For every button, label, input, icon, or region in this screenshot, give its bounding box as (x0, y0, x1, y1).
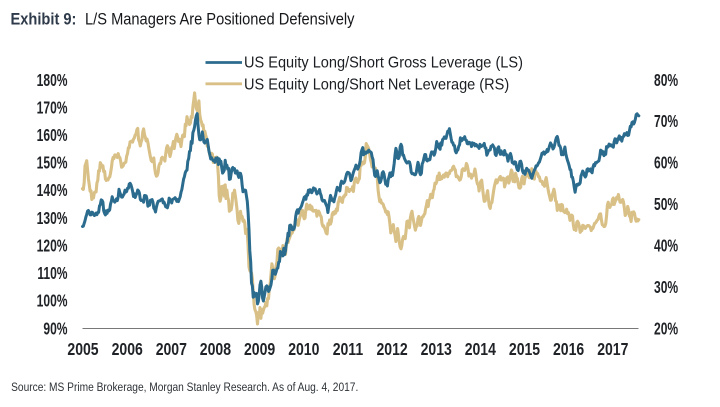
svg-text:120%: 120% (37, 236, 68, 256)
svg-text:70%: 70% (654, 112, 678, 132)
svg-text:90%: 90% (43, 319, 67, 339)
svg-text:Source: MS Prime Brokerage, Mo: Source: MS Prime Brokerage, Morgan Stanl… (11, 381, 358, 394)
svg-text:2009: 2009 (244, 339, 275, 359)
svg-text:100%: 100% (37, 291, 68, 311)
svg-text:2014: 2014 (465, 339, 496, 359)
svg-text:130%: 130% (37, 209, 68, 229)
svg-text:2013: 2013 (421, 339, 452, 359)
svg-text:160%: 160% (37, 126, 68, 146)
svg-text:2010: 2010 (288, 339, 319, 359)
svg-text:80%: 80% (654, 71, 678, 91)
svg-text:US Equity Long/Short Gross Lev: US Equity Long/Short Gross Leverage (LS) (244, 54, 523, 72)
svg-text:20%: 20% (654, 319, 678, 339)
svg-text:US Equity Long/Short Net Lever: US Equity Long/Short Net Leverage (RS) (244, 76, 509, 94)
svg-text:2011: 2011 (333, 339, 363, 359)
svg-text:50%: 50% (654, 195, 678, 215)
svg-text:140%: 140% (37, 181, 68, 201)
svg-text:170%: 170% (37, 98, 68, 118)
svg-text:2007: 2007 (156, 339, 187, 359)
svg-text:2015: 2015 (509, 339, 540, 359)
svg-text:40%: 40% (654, 236, 678, 256)
svg-text:60%: 60% (654, 153, 678, 173)
svg-text:2008: 2008 (200, 339, 231, 359)
svg-text:2005: 2005 (67, 339, 98, 359)
svg-text:2012: 2012 (376, 339, 407, 359)
svg-text:110%: 110% (37, 264, 67, 284)
svg-text:2006: 2006 (112, 339, 143, 359)
svg-text:30%: 30% (654, 278, 678, 298)
svg-text:150%: 150% (37, 153, 68, 173)
svg-text:Exhibit 9:L/S Managers Are Pos: Exhibit 9: L/S Managers Are Positioned De… (11, 10, 355, 28)
svg-text:2016: 2016 (553, 339, 584, 359)
svg-text:180%: 180% (37, 71, 68, 91)
svg-text:2017: 2017 (597, 339, 628, 359)
